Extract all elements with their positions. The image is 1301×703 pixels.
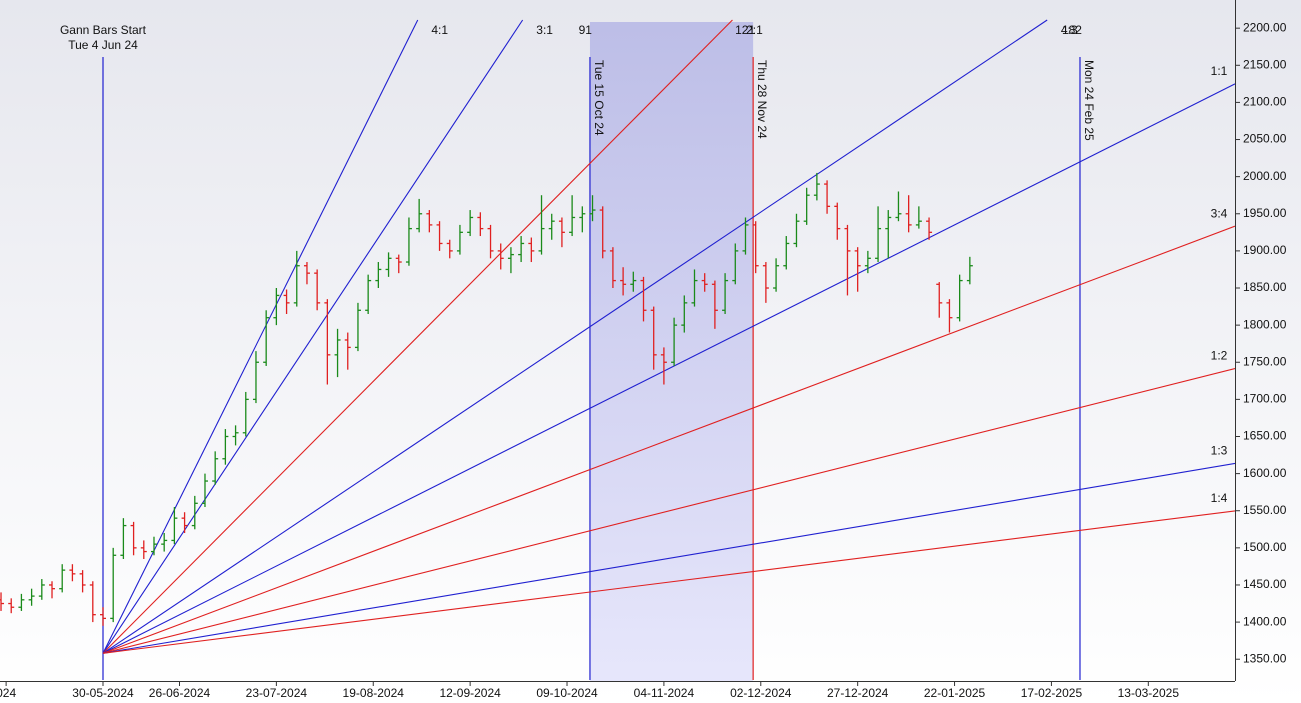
time-label: Tue 15 Oct 24 (592, 60, 606, 136)
x-tick-label: 26-06-2024 (149, 686, 211, 700)
plot-area (0, 19, 1235, 681)
y-tick-label: 1450.00 (1243, 577, 1287, 591)
fan-line (102, 19, 419, 654)
fan-label: 3:4 (1211, 206, 1228, 220)
x-tick-label: 17-02-2025 (1021, 686, 1083, 700)
x-tick-label: 024 (0, 686, 16, 700)
x-tick-label: 23-07-2024 (246, 686, 308, 700)
x-tick-label: 22-01-2025 (924, 686, 986, 700)
fan-label: 1:2 (1211, 349, 1228, 363)
y-tick-label: 1850.00 (1243, 280, 1287, 294)
y-tick-label: 1700.00 (1243, 392, 1287, 406)
x-tick-label: 12-09-2024 (439, 686, 501, 700)
y-tick-label: 1550.00 (1243, 503, 1287, 517)
y-tick-label: 1350.00 (1243, 651, 1287, 665)
fan-label: 4:3 (1061, 23, 1078, 37)
fan-line (102, 19, 524, 654)
x-tick-label: 30-05-2024 (72, 686, 134, 700)
y-tick-label: 1500.00 (1243, 540, 1287, 554)
x-tick-label: 19-08-2024 (343, 686, 405, 700)
y-tick-label: 1650.00 (1243, 429, 1287, 443)
time-label: Mon 24 Feb 25 (1082, 60, 1096, 141)
x-tick-label: 09-10-2024 (536, 686, 598, 700)
y-tick-label: 2100.00 (1243, 95, 1287, 109)
y-tick-label: 2200.00 (1243, 20, 1287, 34)
x-tick-label: 27-12-2024 (827, 686, 889, 700)
y-tick-label: 2050.00 (1243, 132, 1287, 146)
fan-line (102, 19, 733, 654)
fan-line (102, 462, 1235, 654)
x-tick-label: 02-12-2024 (730, 686, 792, 700)
fan-label: 1:1 (1211, 64, 1228, 78)
y-tick-label: 1900.00 (1243, 243, 1287, 257)
time-zone-shade (589, 22, 754, 681)
fan-line (102, 368, 1235, 654)
fan-label: 1:4 (1211, 491, 1228, 505)
fan-subtitle: Tue 4 Jun 24 (68, 38, 138, 52)
y-tick-label: 1750.00 (1243, 354, 1287, 368)
fan-title: Gann Bars Start (60, 23, 147, 37)
time-count: 121 (735, 23, 755, 37)
y-tick-label: 2150.00 (1243, 57, 1287, 71)
fan-line (102, 19, 1048, 654)
fan-line (102, 510, 1235, 654)
y-tick-label: 1600.00 (1243, 466, 1287, 480)
fan-label: 1:3 (1211, 444, 1228, 458)
y-tick-label: 1950.00 (1243, 206, 1287, 220)
time-label: Thu 28 Nov 24 (755, 60, 769, 139)
y-tick-label: 1400.00 (1243, 614, 1287, 628)
fan-label: 4:1 (431, 23, 448, 37)
y-tick-label: 1800.00 (1243, 317, 1287, 331)
fan-label: 3:1 (536, 23, 553, 37)
fan-line (102, 83, 1235, 654)
fan-line (102, 225, 1235, 654)
x-tick-label: 04-11-2024 (634, 686, 695, 700)
x-tick-label: 13-03-2025 (1118, 686, 1180, 700)
time-count: 91 (579, 23, 593, 37)
y-tick-label: 2000.00 (1243, 169, 1287, 183)
fan-label: 2:1 (746, 23, 763, 37)
time-count: 182 (1062, 23, 1082, 37)
